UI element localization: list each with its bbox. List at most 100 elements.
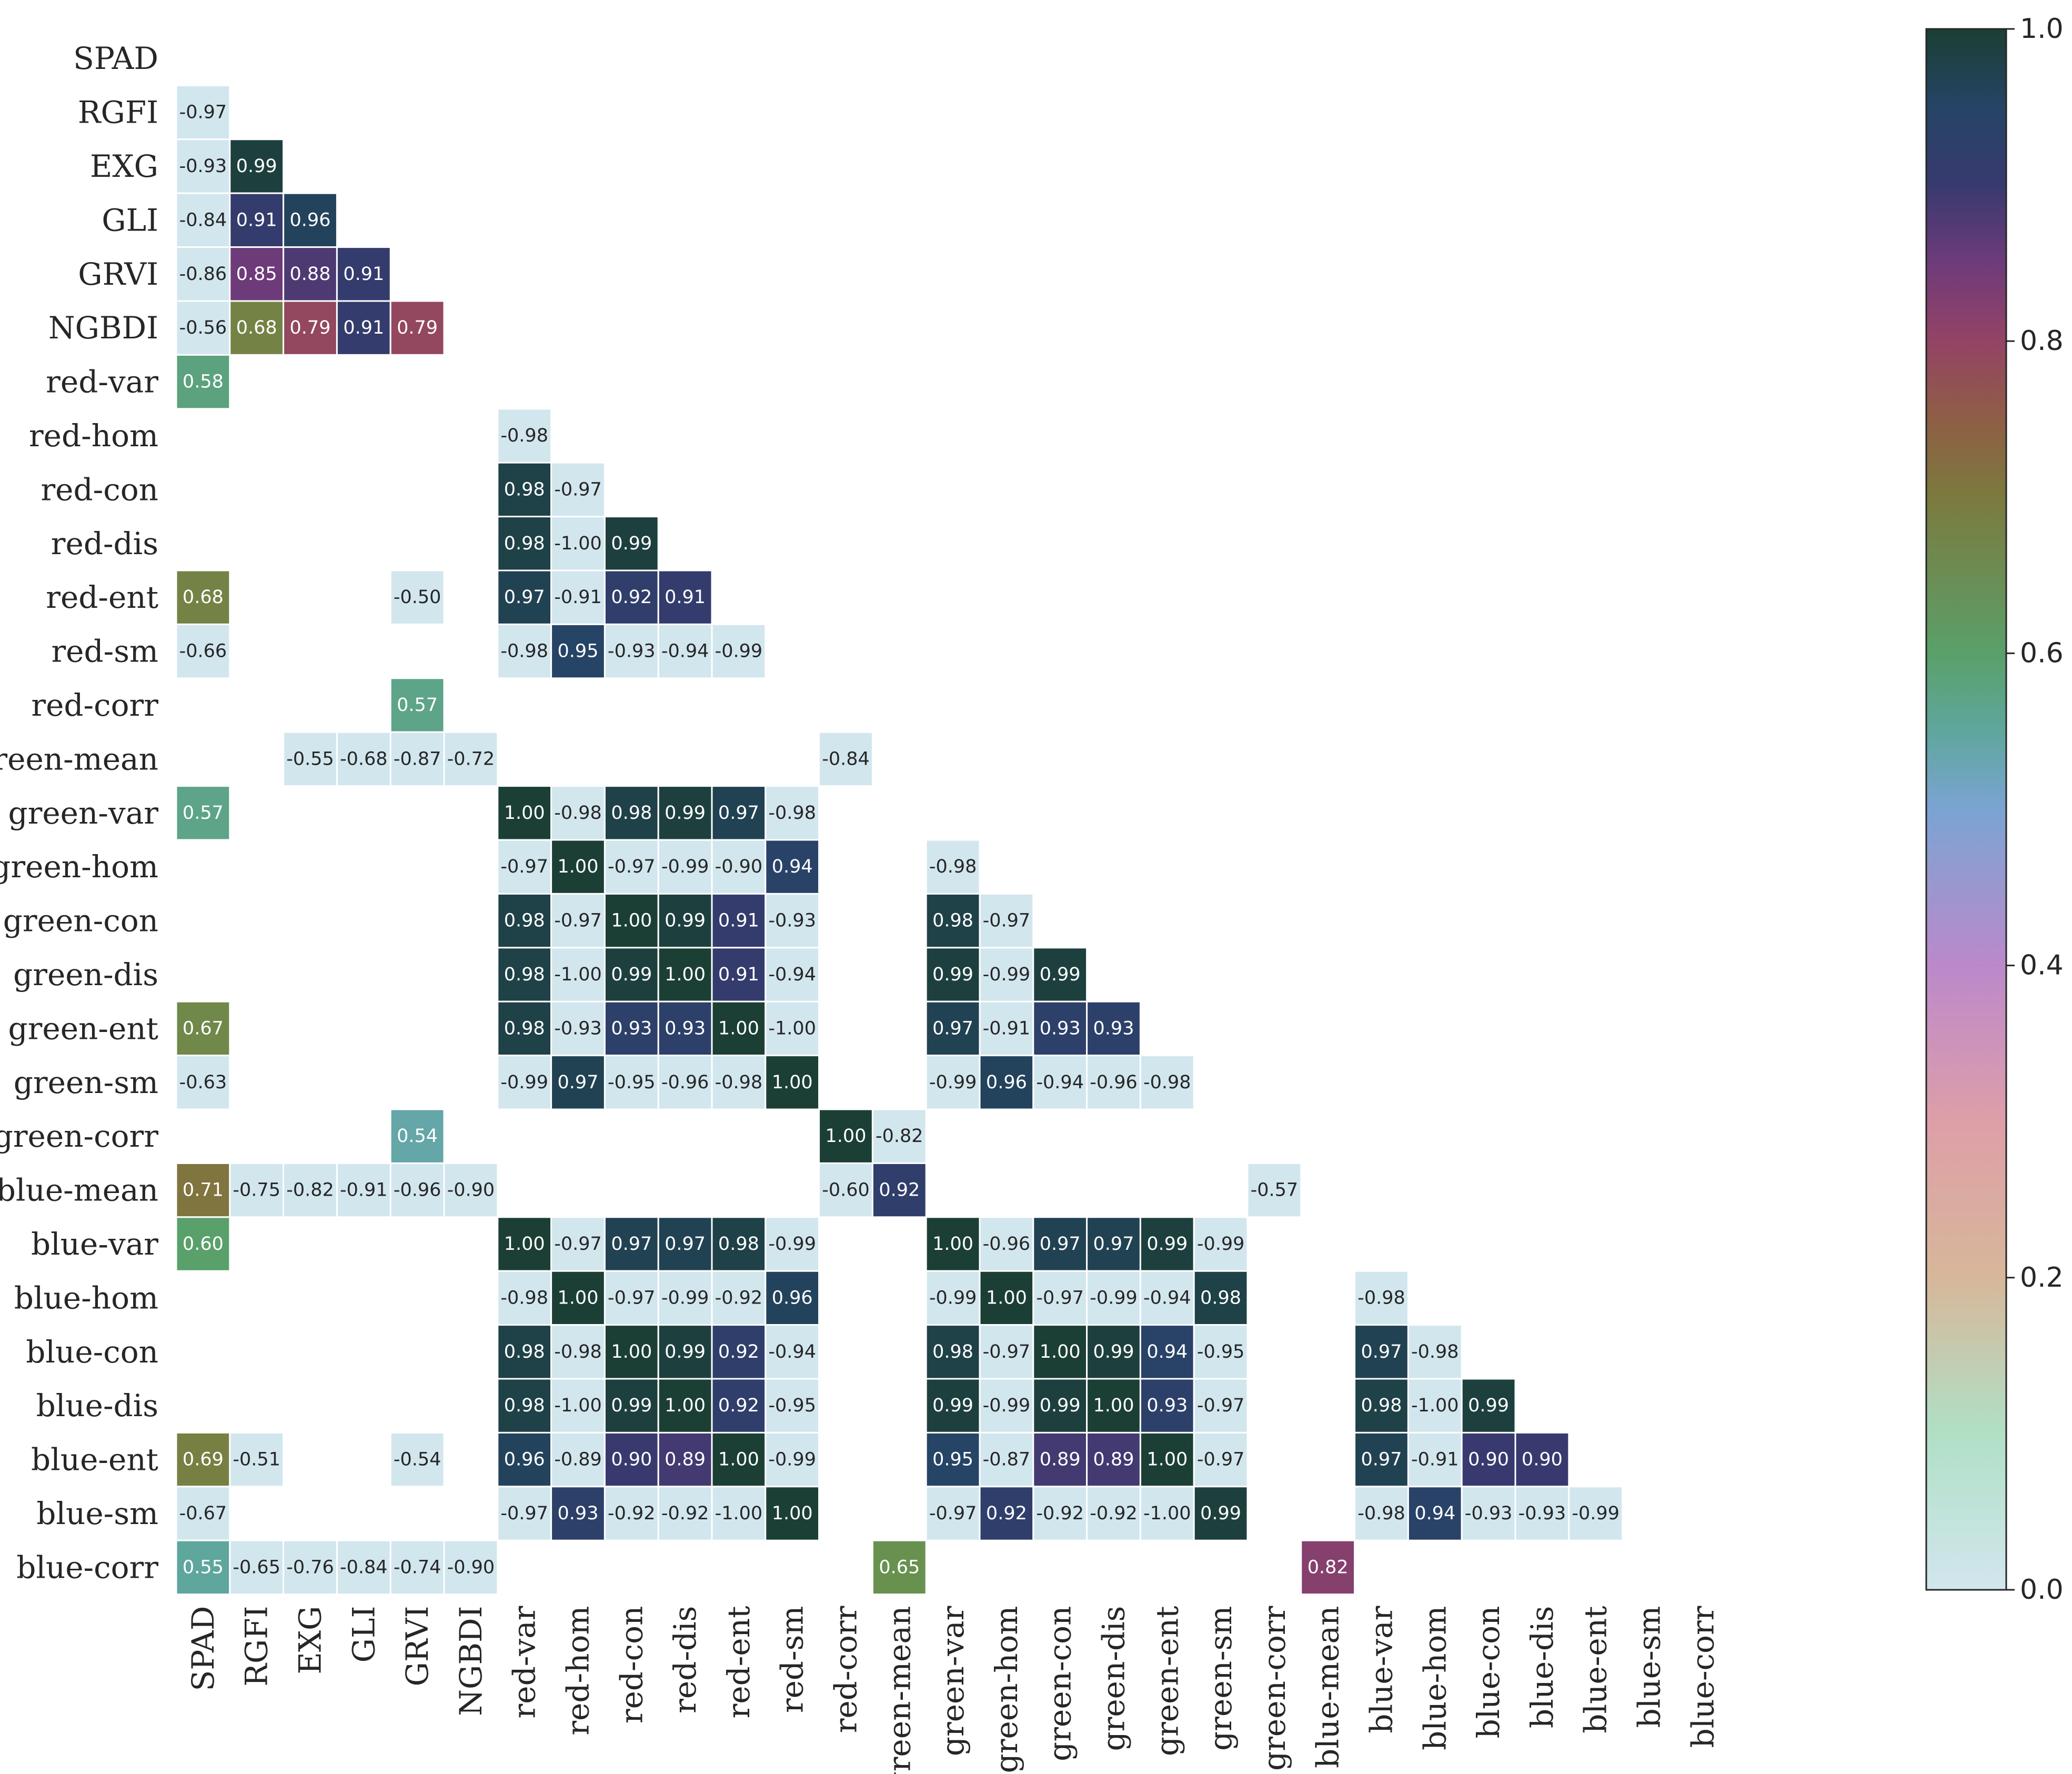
heatmap-cell-label: -0.97 <box>500 1503 548 1524</box>
heatmap-cell-fill <box>443 1539 499 1596</box>
heatmap-cell-label: -0.99 <box>500 1072 548 1093</box>
heatmap-cell-fill <box>765 947 820 1003</box>
heatmap-cell-fill <box>175 138 231 194</box>
column-label: blue-ent <box>1578 1606 1614 1733</box>
heatmap-cell-fill <box>1193 1378 1249 1434</box>
column-label: GRVI <box>399 1606 435 1687</box>
heatmap-cell: 0.95 <box>925 1431 981 1488</box>
heatmap-cell-label: -0.94 <box>768 964 816 985</box>
heatmap-cell-fill <box>497 893 552 949</box>
heatmap-cell-label: 0.97 <box>504 587 545 608</box>
heatmap-cell: 0.99 <box>925 947 981 1003</box>
heatmap-cell-label: -0.89 <box>554 1449 602 1470</box>
row-label: blue-mean <box>0 1172 158 1208</box>
heatmap-cell-fill <box>604 1324 659 1380</box>
heatmap-cell-fill <box>550 1216 606 1272</box>
heatmap-cell-fill <box>229 1539 285 1596</box>
heatmap-cell: 0.99 <box>229 138 285 194</box>
heatmap-cell-label: -0.90 <box>715 856 763 877</box>
heatmap-cell-label: 0.98 <box>1361 1395 1402 1416</box>
row-label: blue-ent <box>31 1442 158 1478</box>
heatmap-cell-label: -0.95 <box>1197 1341 1245 1362</box>
heatmap-cell: -1.00 <box>711 1486 767 1541</box>
heatmap-cell-fill <box>336 300 391 356</box>
heatmap-cell-fill <box>1086 1055 1141 1110</box>
heatmap-cell-fill <box>443 1162 499 1218</box>
heatmap-cell-fill <box>443 731 499 787</box>
heatmap-cell: -0.99 <box>1568 1486 1624 1541</box>
heatmap-cell: 1.00 <box>657 1378 713 1434</box>
heatmap-cell-label: -0.82 <box>876 1126 923 1147</box>
heatmap-cell-label: -0.98 <box>554 1341 602 1362</box>
heatmap-cell-fill <box>283 1162 338 1218</box>
row-label: green-corr <box>0 1118 158 1154</box>
heatmap-cell: -0.97 <box>979 1324 1034 1380</box>
heatmap-cell-fill <box>175 1431 231 1488</box>
heatmap-cell-fill <box>604 569 659 625</box>
row-label: blue-hom <box>14 1280 158 1316</box>
heatmap-cell-label: -0.99 <box>1197 1234 1245 1255</box>
row-label: blue-con <box>26 1334 158 1370</box>
heatmap-cell-fill <box>497 1270 552 1326</box>
heatmap-cell: 0.98 <box>1354 1378 1409 1434</box>
heatmap-cell-label: 0.98 <box>504 910 545 931</box>
heatmap-cell-label: 1.00 <box>1040 1341 1081 1362</box>
heatmap-cell: -0.57 <box>1246 1162 1302 1218</box>
heatmap-cell-label: -0.63 <box>179 1072 227 1093</box>
heatmap-cell: -0.99 <box>711 623 767 679</box>
heatmap-cell-label: -0.86 <box>179 264 227 285</box>
heatmap-cell-fill <box>336 731 391 787</box>
heatmap-cell-label: 0.99 <box>1468 1395 1509 1416</box>
heatmap-cell: 0.82 <box>1300 1539 1356 1596</box>
heatmap-cell-fill <box>1139 1324 1195 1380</box>
heatmap-cell: -0.98 <box>925 839 981 895</box>
heatmap-cell: 0.93 <box>1032 1000 1088 1057</box>
heatmap-cell: 0.99 <box>1086 1324 1141 1380</box>
heatmap-cell-fill <box>765 1486 820 1541</box>
heatmap-cell-fill <box>1193 1324 1249 1380</box>
heatmap-cell-fill <box>979 1216 1034 1272</box>
heatmap-cell-label: 0.99 <box>1040 1395 1081 1416</box>
heatmap-cell-fill <box>765 839 820 895</box>
heatmap-cell-label: -0.92 <box>1090 1503 1138 1524</box>
heatmap-cell-fill <box>925 1270 981 1326</box>
heatmap-cell: 1.00 <box>604 893 659 949</box>
heatmap-cell-label: -0.99 <box>929 1072 977 1093</box>
heatmap-cell: -0.91 <box>550 569 606 625</box>
heatmap-cell: 0.96 <box>283 192 338 248</box>
heatmap-cell-fill <box>1461 1378 1516 1434</box>
heatmap-cell-label: -1.00 <box>554 964 602 985</box>
heatmap-cell-label: -0.57 <box>1251 1180 1299 1201</box>
heatmap-cell-fill <box>497 785 552 841</box>
heatmap-cell: -0.96 <box>1086 1055 1141 1110</box>
heatmap-cell-label: 0.99 <box>1093 1341 1134 1362</box>
heatmap-cell-label: -0.84 <box>822 748 870 769</box>
heatmap-cell-label: -1.00 <box>554 1395 602 1416</box>
heatmap-cell-fill <box>550 1486 606 1541</box>
heatmap-cell-fill <box>1032 1000 1088 1057</box>
heatmap-cell-label: 1.00 <box>504 1234 545 1255</box>
heatmap-cell: 1.00 <box>550 1270 606 1326</box>
heatmap-cell: 0.57 <box>175 785 231 841</box>
heatmap-cell-label: 0.57 <box>183 803 224 824</box>
heatmap-cell-fill <box>550 1270 606 1326</box>
row-label: blue-corr <box>16 1549 158 1585</box>
heatmap-cell-fill <box>336 1539 391 1596</box>
heatmap-cell-fill <box>1354 1324 1409 1380</box>
heatmap-cell-fill <box>175 1539 231 1596</box>
heatmap-cell: 0.57 <box>389 677 445 733</box>
heatmap-cell: 1.00 <box>765 1486 820 1541</box>
heatmap-cell: -0.60 <box>818 1162 873 1218</box>
heatmap-cell: -0.89 <box>550 1431 606 1488</box>
heatmap-cell: 0.91 <box>657 569 713 625</box>
heatmap-cell: -0.92 <box>1032 1486 1088 1541</box>
heatmap-cell: 0.99 <box>1139 1216 1195 1272</box>
heatmap-cell: -0.93 <box>550 1000 606 1057</box>
heatmap-cell: 0.95 <box>550 623 606 679</box>
heatmap-cell: -0.99 <box>1193 1216 1249 1272</box>
heatmap-cell: 0.98 <box>1193 1270 1249 1326</box>
heatmap-cell-label: 0.79 <box>397 317 438 338</box>
colorbar-tick-label: 0.2 <box>2020 1262 2064 1294</box>
heatmap-cell: 0.92 <box>871 1162 927 1218</box>
heatmap-cell: -1.00 <box>550 947 606 1003</box>
